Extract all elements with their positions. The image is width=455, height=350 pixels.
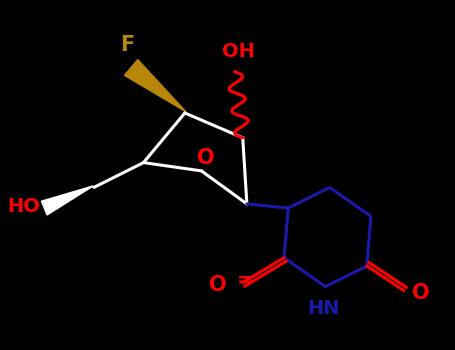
Text: O: O — [197, 148, 214, 168]
Polygon shape — [124, 60, 186, 112]
Text: OH: OH — [222, 42, 255, 61]
Polygon shape — [41, 186, 93, 215]
Text: =: = — [237, 271, 253, 290]
Text: O: O — [412, 283, 430, 303]
Text: F: F — [120, 35, 134, 55]
Text: HO: HO — [7, 197, 40, 216]
Text: HN: HN — [307, 299, 339, 318]
Text: O: O — [208, 274, 226, 295]
